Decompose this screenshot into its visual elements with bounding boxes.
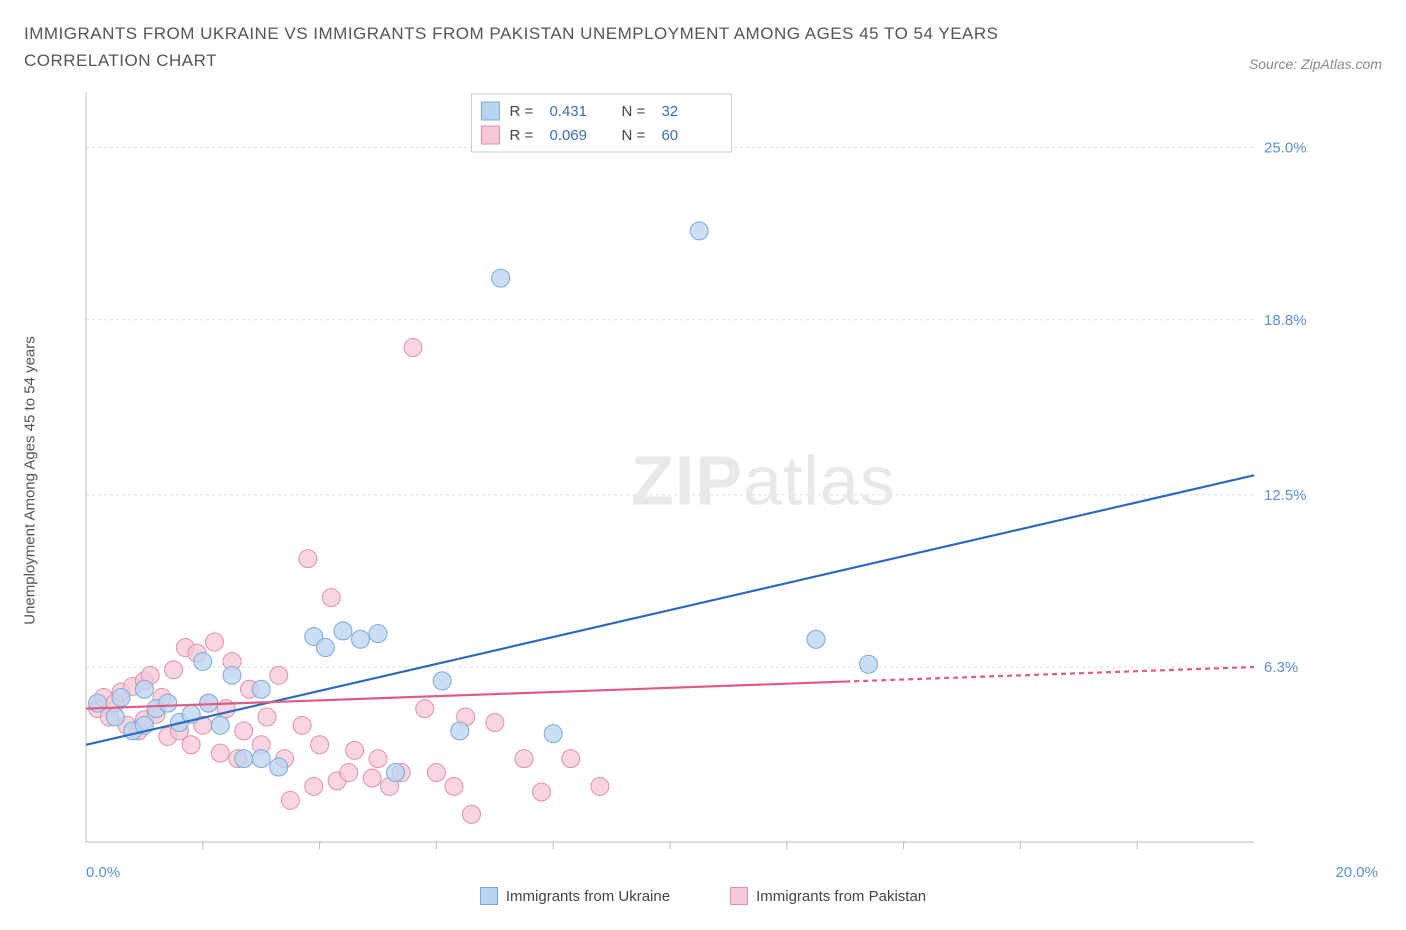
x-max-label: 20.0%: [1335, 864, 1378, 881]
svg-text:R =: R =: [509, 103, 533, 120]
svg-text:12.5%: 12.5%: [1264, 487, 1307, 504]
bottom-legend: Immigrants from Ukraine Immigrants from …: [24, 887, 1382, 905]
svg-text:N =: N =: [621, 127, 645, 144]
svg-text:6.3%: 6.3%: [1264, 659, 1298, 676]
legend-item-ukraine: Immigrants from Ukraine: [480, 887, 670, 905]
legend-label-ukraine: Immigrants from Ukraine: [506, 888, 670, 905]
x-axis-range: 0.0% 20.0%: [24, 864, 1382, 881]
svg-text:ZIPatlas: ZIPatlas: [631, 442, 896, 520]
svg-text:32: 32: [661, 103, 678, 120]
svg-text:0.069: 0.069: [549, 127, 587, 144]
x-min-label: 0.0%: [86, 864, 120, 881]
legend-swatch-ukraine: [480, 887, 498, 905]
legend-item-pakistan: Immigrants from Pakistan: [730, 887, 926, 905]
chart-source: Source: ZipAtlas.com: [1249, 56, 1382, 74]
chart-area: Unemployment Among Ages 45 to 54 years 6…: [24, 82, 1382, 862]
svg-text:60: 60: [661, 127, 678, 144]
scatter-plot: 6.3% 12.5% 18.8% 25.0% ZIPatlas R = 0.431 N = 32…: [24, 82, 1324, 862]
svg-text:0.431: 0.431: [549, 103, 587, 120]
svg-text:18.8%: 18.8%: [1264, 312, 1307, 329]
svg-text:R =: R =: [509, 127, 533, 144]
y-axis-label: Unemployment Among Ages 45 to 54 years: [22, 337, 39, 626]
legend-swatch-pakistan: [730, 887, 748, 905]
legend-label-pakistan: Immigrants from Pakistan: [756, 888, 926, 905]
chart-title: IMMIGRANTS FROM UKRAINE VS IMMIGRANTS FR…: [24, 20, 1124, 74]
svg-text:N =: N =: [621, 103, 645, 120]
svg-text:25.0%: 25.0%: [1264, 140, 1307, 157]
chart-header: IMMIGRANTS FROM UKRAINE VS IMMIGRANTS FR…: [24, 20, 1382, 74]
